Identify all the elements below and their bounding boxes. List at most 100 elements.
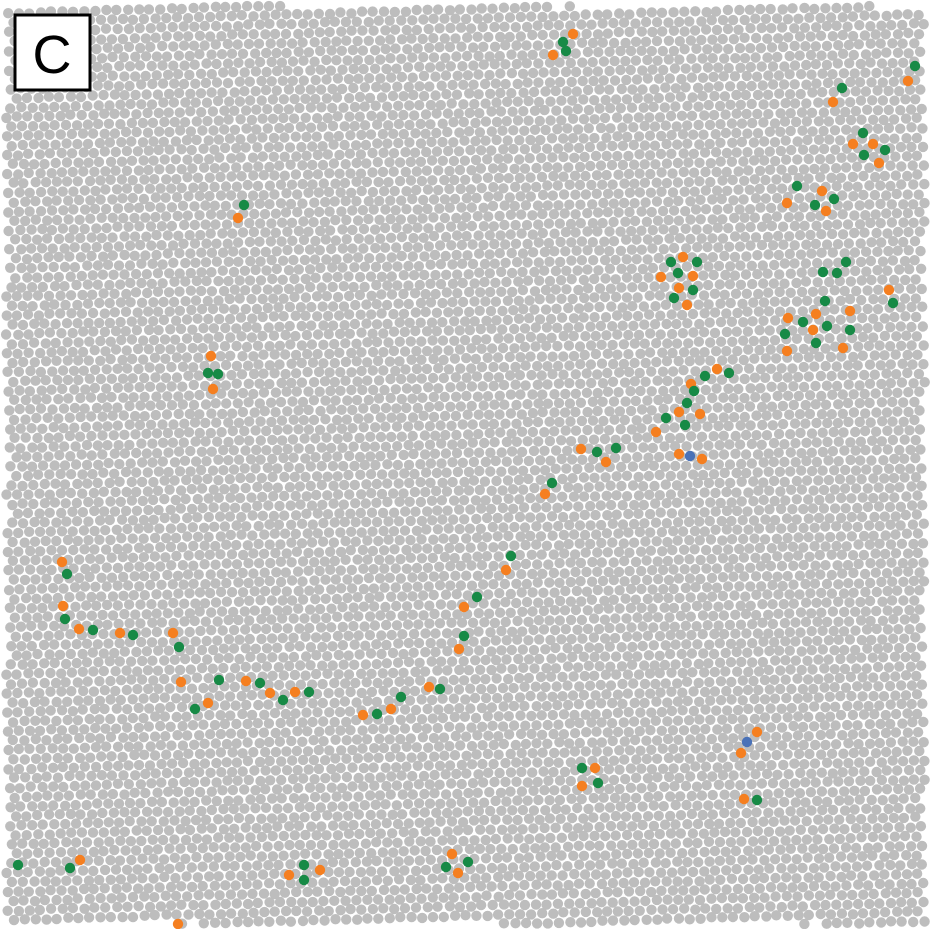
particle xyxy=(886,378,896,388)
particle xyxy=(794,391,804,401)
particle xyxy=(303,405,313,415)
particle xyxy=(237,351,247,361)
particle xyxy=(824,116,834,126)
particle xyxy=(649,84,659,94)
particle xyxy=(214,152,224,162)
particle xyxy=(344,489,354,499)
particle xyxy=(333,489,343,499)
particle xyxy=(750,52,760,62)
particle xyxy=(108,270,118,280)
particle xyxy=(287,236,297,246)
particle xyxy=(430,72,440,82)
particle xyxy=(356,489,366,499)
particle xyxy=(83,158,93,168)
particle xyxy=(778,419,788,429)
particle xyxy=(461,533,471,543)
particle xyxy=(883,444,893,454)
particle xyxy=(292,189,302,199)
particle xyxy=(390,186,400,196)
particle xyxy=(43,451,53,461)
particle xyxy=(710,328,720,338)
particle xyxy=(468,60,478,70)
particle xyxy=(39,139,49,149)
particle xyxy=(838,49,848,59)
particle xyxy=(451,392,461,402)
particle xyxy=(347,423,357,433)
particle xyxy=(773,231,783,241)
particle xyxy=(489,22,499,32)
particle xyxy=(693,102,703,112)
particle xyxy=(474,268,484,278)
particle xyxy=(851,465,861,475)
particle xyxy=(456,381,466,391)
particle xyxy=(264,19,274,29)
particle xyxy=(833,418,843,428)
particle xyxy=(500,40,510,50)
particle xyxy=(829,427,839,437)
particle xyxy=(35,168,45,178)
particle xyxy=(919,179,929,189)
particle xyxy=(417,393,427,403)
particle xyxy=(766,23,776,33)
particle xyxy=(735,222,745,232)
particle xyxy=(499,22,509,32)
particle xyxy=(552,341,562,351)
particle xyxy=(715,299,725,309)
particle xyxy=(805,230,815,240)
particle xyxy=(100,525,110,535)
particle xyxy=(710,289,720,299)
particle xyxy=(498,541,508,551)
particle xyxy=(830,285,840,295)
particle xyxy=(294,47,304,57)
particle xyxy=(310,236,320,246)
particle xyxy=(73,337,83,347)
particle xyxy=(457,221,467,231)
particle xyxy=(698,73,708,83)
particle xyxy=(470,118,480,128)
particle xyxy=(86,392,96,402)
particle xyxy=(491,78,501,88)
particle xyxy=(410,326,420,336)
particle xyxy=(109,289,119,299)
particle xyxy=(531,502,541,512)
particle xyxy=(710,525,720,535)
particle xyxy=(727,138,737,148)
particle xyxy=(170,513,180,523)
particle xyxy=(358,64,368,74)
particle xyxy=(435,222,445,232)
particle xyxy=(769,476,779,486)
particle xyxy=(383,177,393,187)
particle xyxy=(291,132,301,142)
particle xyxy=(368,187,378,197)
particle xyxy=(805,390,815,400)
particle xyxy=(440,552,450,562)
particle xyxy=(337,262,347,272)
particle xyxy=(758,99,768,109)
particle xyxy=(640,178,650,188)
particle xyxy=(429,412,439,422)
particle xyxy=(758,80,768,90)
particle xyxy=(585,520,595,530)
particle xyxy=(661,139,671,149)
particle xyxy=(247,332,257,342)
particle xyxy=(230,503,240,513)
particle xyxy=(451,430,461,440)
particle xyxy=(654,253,664,263)
particle xyxy=(425,440,435,450)
particle xyxy=(108,411,118,421)
particle xyxy=(281,387,291,397)
particle xyxy=(174,248,184,258)
particle xyxy=(719,71,729,81)
particle xyxy=(889,312,899,322)
particle xyxy=(636,226,646,236)
particle xyxy=(305,264,315,274)
particle xyxy=(625,386,635,396)
particle xyxy=(593,207,603,217)
particle xyxy=(161,193,171,203)
particle xyxy=(116,497,126,507)
particle xyxy=(602,510,612,520)
particle xyxy=(565,416,575,426)
particle xyxy=(629,538,639,548)
particle xyxy=(213,96,223,106)
particle xyxy=(124,42,134,52)
